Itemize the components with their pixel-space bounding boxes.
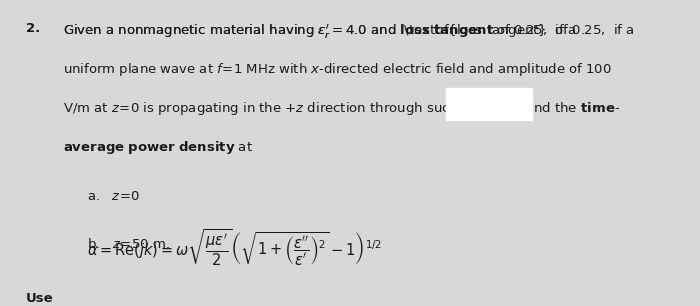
Text: $\bf{average\ power\ density}$ at: $\bf{average\ power\ density}$ at xyxy=(63,139,253,156)
Text: Given a nonmagnetic material having $\epsilon_r^{\prime}=4.0$ and $\bf{loss\ tan: Given a nonmagnetic material having $\ep… xyxy=(63,22,576,40)
Text: a.   $z\!=\!0$: a. $z\!=\!0$ xyxy=(88,190,141,203)
Text: V/m at $z\!=\!0$ is propagating in the $+z$ direction through such material, fin: V/m at $z\!=\!0$ is propagating in the $… xyxy=(63,100,620,117)
Text: 2.: 2. xyxy=(26,22,40,35)
Text: uniform plane wave at $f\!=\!1$ MHz with $x$-directed electric field and amplitu: uniform plane wave at $f\!=\!1$ MHz with… xyxy=(63,61,612,78)
Text: b.   $z\!=\!50$ m.: b. $z\!=\!50$ m. xyxy=(88,237,170,251)
Text: $\alpha = \mathrm{Re}(jk) = \omega\sqrt{\dfrac{\mu\epsilon^{\prime}}{2}}\left(\s: $\alpha = \mathrm{Re}(jk) = \omega\sqrt{… xyxy=(87,228,382,268)
Text: Use: Use xyxy=(26,292,54,305)
Text: Given a nonmagnetic material having $\epsilon_r^{\prime}=4.0$ and  \textbf{loss : Given a nonmagnetic material having $\ep… xyxy=(63,22,634,40)
FancyBboxPatch shape xyxy=(447,88,533,120)
